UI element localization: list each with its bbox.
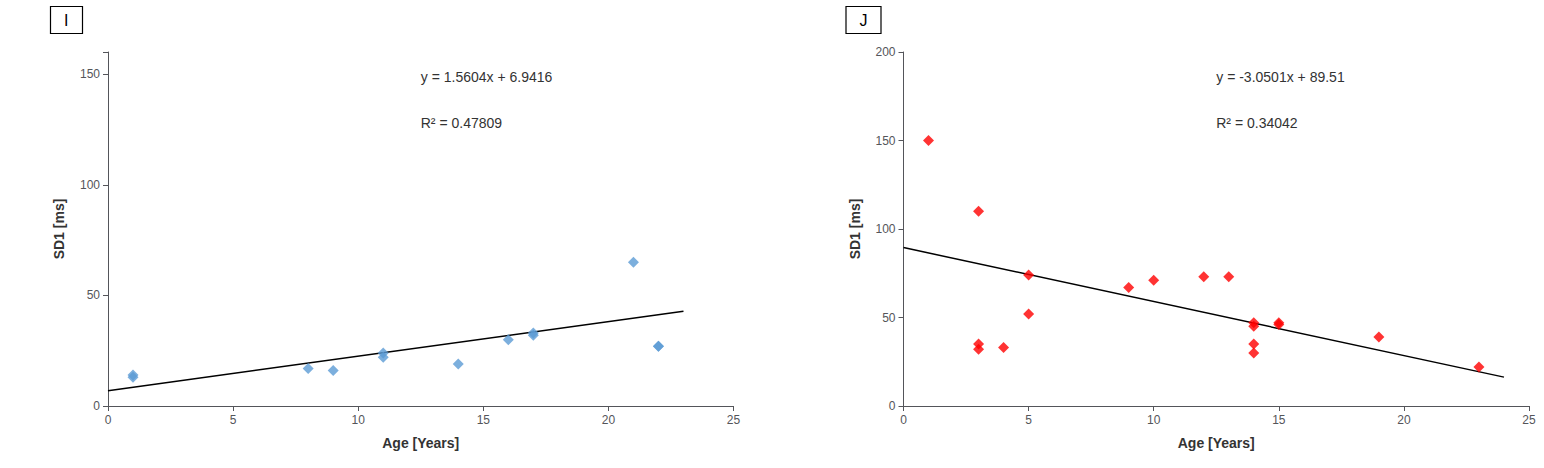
svg-text:R² = 0.34042: R² = 0.34042 [1216,115,1298,131]
svg-text:Age [Years]: Age [Years] [1178,435,1255,451]
svg-text:25: 25 [1522,413,1536,427]
svg-text:25: 25 [727,413,741,427]
svg-text:J: J [860,12,868,29]
svg-text:150: 150 [875,134,895,148]
svg-text:15: 15 [1272,413,1286,427]
svg-text:50: 50 [882,311,896,325]
svg-text:I: I [64,12,68,29]
svg-text:0: 0 [900,413,907,427]
svg-text:Age [Years]: Age [Years] [382,435,459,451]
svg-text:15: 15 [477,413,491,427]
svg-text:100: 100 [80,178,100,192]
svg-text:10: 10 [1147,413,1161,427]
svg-text:0: 0 [93,399,100,413]
svg-text:5: 5 [1025,413,1032,427]
svg-text:20: 20 [1397,413,1411,427]
svg-text:0: 0 [105,413,112,427]
svg-text:200: 200 [875,45,895,59]
svg-text:y = 1.5604x + 6.9416: y = 1.5604x + 6.9416 [421,69,553,85]
svg-text:10: 10 [352,413,366,427]
svg-text:50: 50 [87,288,101,302]
svg-text:SD1 [ms]: SD1 [ms] [847,199,863,260]
svg-text:150: 150 [80,67,100,81]
svg-text:SD1 [ms]: SD1 [ms] [51,199,67,260]
svg-text:R² = 0.47809: R² = 0.47809 [421,115,503,131]
svg-text:y = -3.0501x + 89.51: y = -3.0501x + 89.51 [1216,69,1345,85]
svg-text:20: 20 [602,413,616,427]
svg-text:0: 0 [889,399,896,413]
svg-text:100: 100 [875,222,895,236]
svg-text:5: 5 [230,413,237,427]
